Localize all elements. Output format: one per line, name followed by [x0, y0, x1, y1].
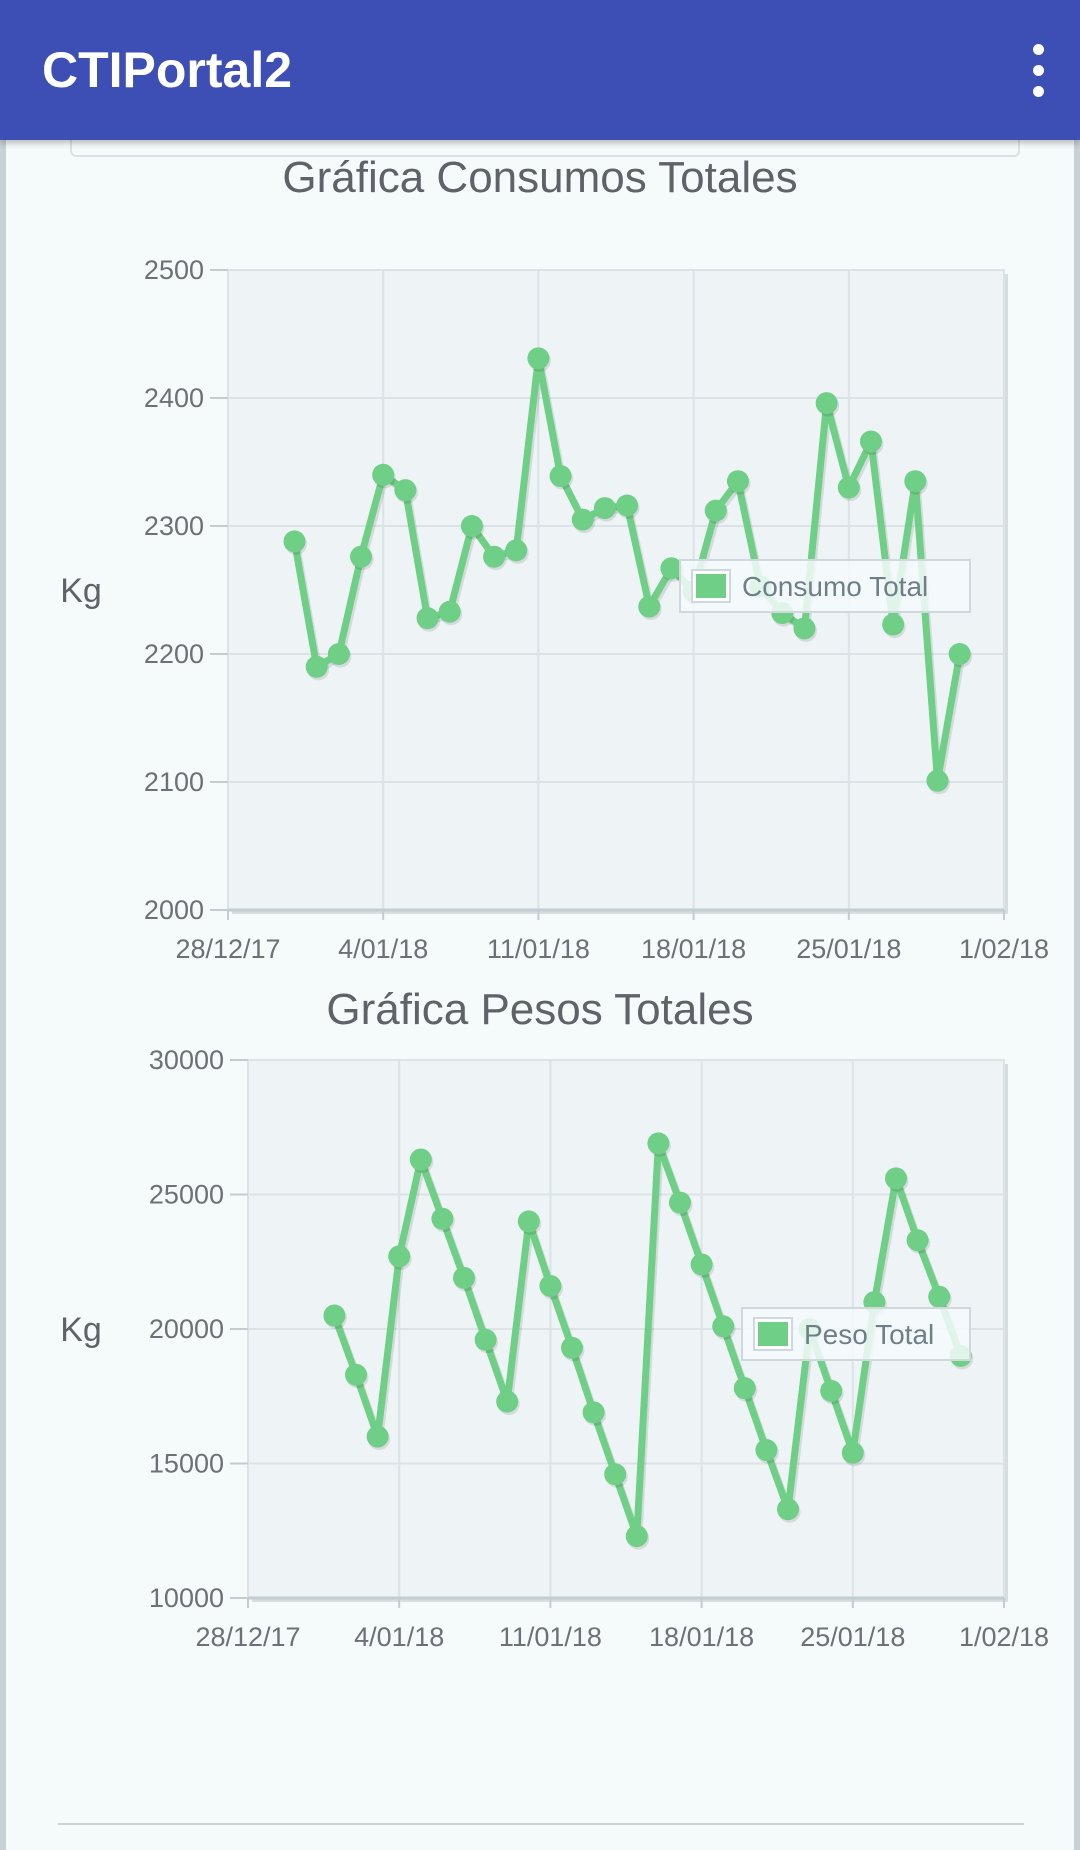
- bottom-divider: [58, 1823, 1024, 1825]
- data-point: [882, 613, 905, 636]
- data-point: [647, 1132, 670, 1155]
- data-point: [669, 1191, 691, 1214]
- x-tick-label: 4/01/18: [338, 934, 428, 964]
- data-point: [660, 557, 683, 580]
- data-point: [837, 476, 860, 499]
- legend-swatch: [696, 574, 726, 598]
- data-point: [604, 1463, 627, 1486]
- x-tick-label: 28/12/17: [175, 934, 280, 964]
- data-point: [582, 1401, 605, 1424]
- data-point: [438, 600, 461, 623]
- y-axis-label: Kg: [60, 1311, 102, 1349]
- main-content[interactable]: Gráfica Consumos Totales 2000 2100 2200 2300…: [6, 140, 1074, 1850]
- legend-label: Peso Total: [804, 1319, 934, 1350]
- data-point: [726, 470, 749, 493]
- data-point: [815, 392, 838, 415]
- data-point: [733, 1377, 756, 1400]
- data-point: [793, 617, 816, 640]
- legend: Peso Total: [741, 1307, 971, 1361]
- consumos-chart: Gráfica Consumos Totales 2000 2100 2200 2300…: [60, 153, 1049, 964]
- data-point: [483, 545, 506, 568]
- data-point: [704, 499, 727, 522]
- data-point: [690, 1253, 713, 1276]
- y-tick-label: 2400: [144, 383, 204, 413]
- data-point: [350, 545, 373, 568]
- data-point: [841, 1441, 864, 1464]
- more-vert-icon[interactable]: [1018, 36, 1058, 104]
- data-point: [561, 1336, 583, 1359]
- chart-title: Gráfica Consumos Totales: [282, 153, 797, 202]
- data-point: [928, 1285, 951, 1308]
- y-tick-label: 2300: [144, 511, 204, 541]
- x-tick-label: 11/01/18: [487, 934, 590, 964]
- x-tick-label: 4/01/18: [354, 1622, 444, 1652]
- x-tick-label: 25/01/18: [796, 934, 901, 964]
- data-point: [885, 1167, 907, 1190]
- more-dot: [1032, 64, 1044, 76]
- x-tick-label: 25/01/18: [800, 1622, 905, 1652]
- data-point: [625, 1525, 648, 1548]
- legend-label: Consumo Total: [742, 571, 928, 602]
- x-tick-label: 28/12/17: [195, 1622, 300, 1652]
- data-point: [283, 530, 306, 553]
- data-point: [926, 769, 949, 792]
- x-tick-label: 18/01/18: [641, 934, 746, 964]
- y-axis-label: Kg: [60, 572, 102, 610]
- y-tick-label: 20000: [149, 1314, 224, 1344]
- data-point: [517, 1210, 540, 1233]
- data-point: [474, 1328, 497, 1351]
- x-tick-label: 1/02/18: [959, 1622, 1049, 1652]
- y-tick-label: 2500: [144, 255, 204, 285]
- app-bar: CTIPortal2: [0, 0, 1080, 140]
- y-tick-label: 10000: [149, 1583, 224, 1613]
- data-point: [416, 607, 439, 630]
- app-title: CTIPortal2: [42, 42, 293, 98]
- data-point: [755, 1439, 778, 1462]
- x-tick-label: 11/01/18: [499, 1622, 602, 1652]
- y-tick-label: 30000: [149, 1045, 224, 1075]
- y-tick-label: 25000: [149, 1180, 224, 1210]
- y-tick-label: 15000: [149, 1449, 224, 1479]
- data-point: [431, 1207, 454, 1230]
- data-point: [496, 1390, 519, 1413]
- data-point: [305, 655, 328, 678]
- data-point: [453, 1266, 475, 1289]
- data-point: [372, 463, 395, 486]
- data-point: [460, 515, 483, 537]
- data-point: [345, 1363, 367, 1386]
- data-point: [571, 508, 594, 531]
- x-tick-label: 1/02/18: [959, 934, 1049, 964]
- more-dot: [1032, 43, 1044, 55]
- data-point: [777, 1498, 799, 1521]
- pesos-chart: Gráfica Pesos Totales 10000 15000 20000 2500…: [60, 985, 1049, 1652]
- data-point: [527, 347, 550, 370]
- data-point: [906, 1229, 929, 1252]
- data-point: [323, 1304, 346, 1327]
- data-point: [904, 470, 927, 493]
- data-point: [327, 643, 350, 665]
- data-point: [638, 595, 661, 618]
- data-point: [820, 1379, 843, 1402]
- data-point: [366, 1425, 389, 1448]
- data-point: [409, 1148, 432, 1171]
- data-point: [593, 497, 616, 520]
- data-point: [539, 1274, 562, 1297]
- data-point: [859, 430, 882, 453]
- chart-title: Gráfica Pesos Totales: [326, 985, 753, 1034]
- data-point: [712, 1315, 735, 1338]
- data-point: [616, 494, 639, 517]
- legend-swatch: [758, 1322, 788, 1346]
- previous-card-edge: [70, 140, 1020, 157]
- x-tick-label: 18/01/18: [649, 1622, 754, 1652]
- data-point: [394, 479, 417, 502]
- data-point: [388, 1245, 411, 1268]
- y-tick-label: 2000: [144, 895, 204, 925]
- y-tick-label: 2200: [144, 639, 204, 669]
- legend: Consumo Total: [679, 559, 971, 613]
- y-tick-label: 2100: [144, 767, 204, 797]
- more-dot: [1032, 85, 1044, 97]
- data-point: [505, 539, 528, 562]
- data-point: [549, 465, 572, 488]
- data-point: [948, 643, 971, 665]
